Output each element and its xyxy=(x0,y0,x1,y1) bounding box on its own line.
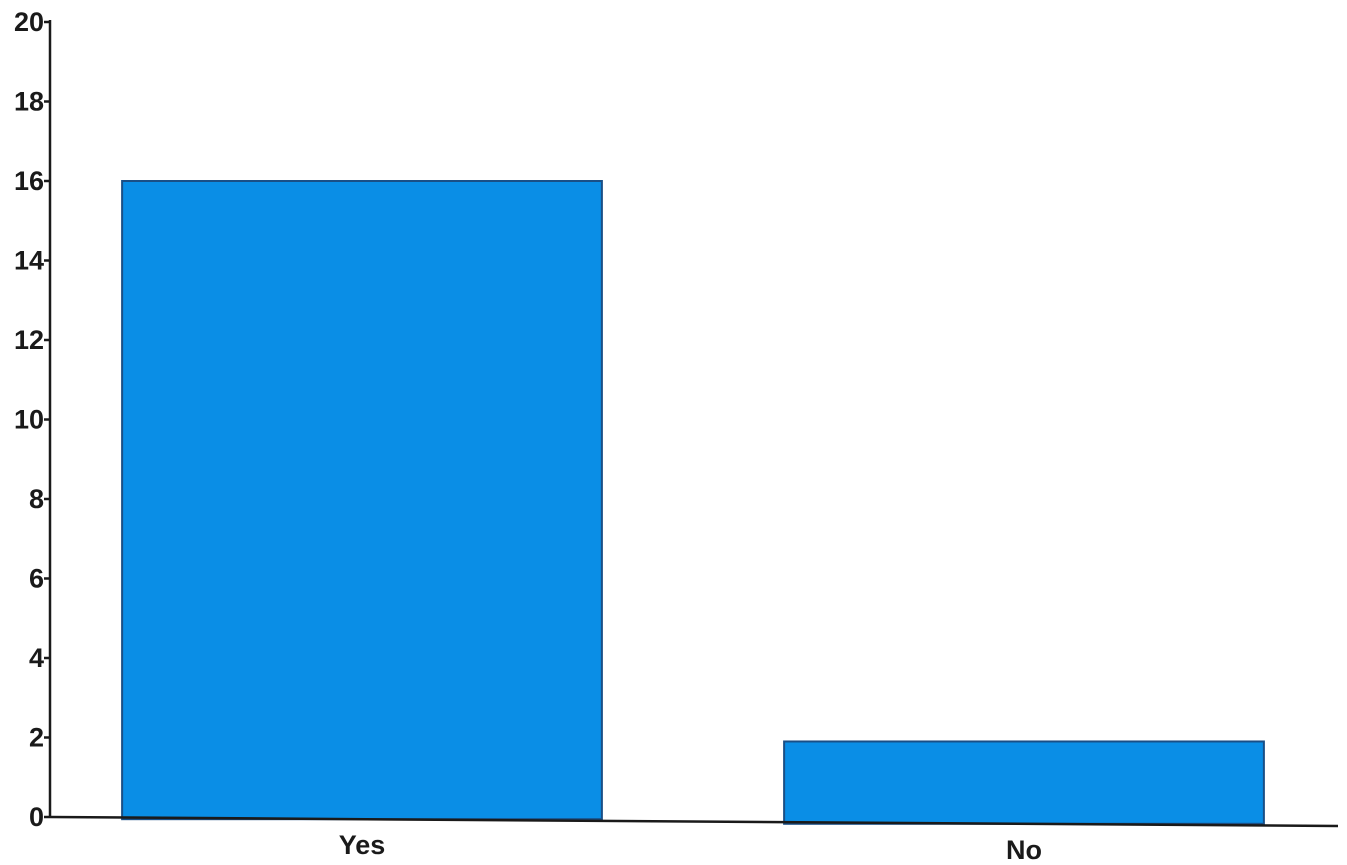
y-tick-label: 6 xyxy=(29,564,44,594)
y-tick-label: 4 xyxy=(29,643,44,673)
y-tick-label: 10 xyxy=(14,405,44,435)
y-tick-label: 0 xyxy=(29,802,44,832)
y-tick-label: 2 xyxy=(29,723,44,753)
y-tick-label: 12 xyxy=(14,325,44,355)
y-tick-label: 16 xyxy=(14,166,44,196)
x-axis-tick-labels: Yes No xyxy=(339,830,1042,865)
x-tick-label-yes: Yes xyxy=(339,830,386,860)
bar-yes xyxy=(121,180,603,821)
bars xyxy=(121,180,1265,825)
x-axis xyxy=(49,815,1339,828)
bar-no xyxy=(783,740,1265,825)
y-tick-label: 20 xyxy=(14,7,44,37)
y-axis-ticks: 0 2 4 6 8 10 12 14 16 18 20 xyxy=(14,7,50,832)
y-tick-label: 18 xyxy=(14,87,44,117)
x-tick-label-no: No xyxy=(1006,835,1042,865)
y-tick-label: 14 xyxy=(14,246,44,276)
y-tick-label: 8 xyxy=(29,484,44,514)
